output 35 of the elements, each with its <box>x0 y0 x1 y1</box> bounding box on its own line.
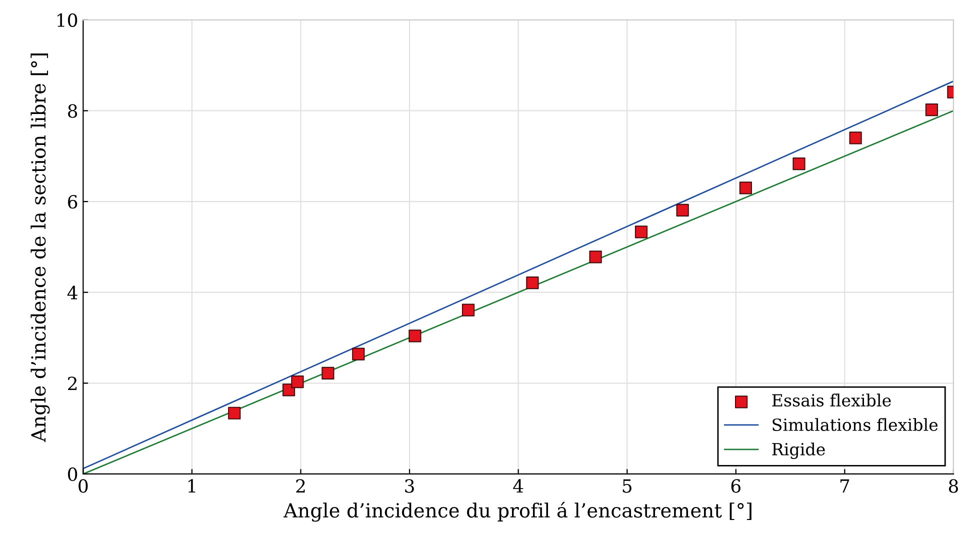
x-tick-label: 4 <box>513 479 524 493</box>
y-tick-label: 0 <box>68 467 78 482</box>
y-tick-label: 6 <box>68 194 78 209</box>
point <box>291 376 304 388</box>
y-tick-label: 10 <box>58 13 78 28</box>
x-axis-title: Angle d’incidence du profil á l’encastrement [°] <box>283 502 752 522</box>
point <box>792 158 806 170</box>
y-axis-title: Angle d’incidence de la section libre [°] <box>30 54 50 442</box>
point <box>352 348 365 360</box>
point <box>282 384 296 396</box>
point <box>228 406 241 420</box>
y-tick-label: 4 <box>67 286 78 300</box>
point <box>676 204 689 216</box>
y-tick-label: 8 <box>68 104 78 118</box>
point <box>849 132 862 144</box>
x-tick-label: 1 <box>188 479 196 493</box>
point <box>526 276 539 290</box>
point <box>589 250 602 264</box>
x-tick-label: 2 <box>296 479 305 493</box>
x-tick-label: 5 <box>622 479 632 493</box>
legend-label: Rigide <box>772 442 825 459</box>
point <box>634 226 648 238</box>
point <box>739 182 752 194</box>
point <box>462 304 475 316</box>
x-tick-label: 7 <box>840 479 850 493</box>
x-tick-label: 3 <box>405 479 414 493</box>
legend-label: Essais flexible <box>772 394 891 407</box>
x-tick-label: 0 <box>78 479 88 493</box>
y-tick-label: 2 <box>68 376 77 390</box>
point <box>925 104 938 116</box>
point <box>322 366 334 380</box>
x-tick-label: 8 <box>948 479 958 493</box>
legend-label: Simulations flexible <box>772 418 938 432</box>
point <box>408 330 422 342</box>
x-tick-label: 6 <box>731 479 740 493</box>
